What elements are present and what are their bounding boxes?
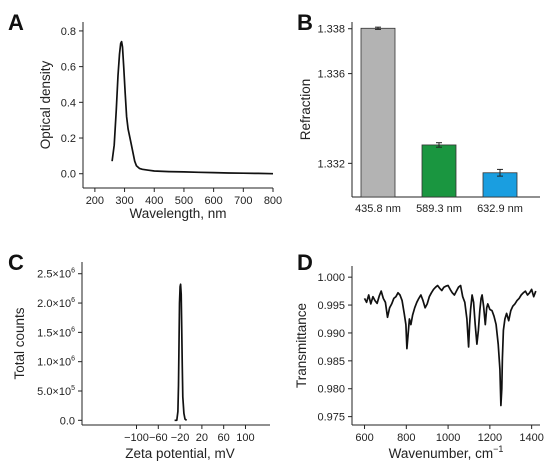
panel-d-x-tick-label: 1200 — [478, 432, 502, 444]
panel-c-x-tick-label: −20 — [171, 432, 190, 444]
panel-d-y-tick-label: 0.995 — [317, 300, 345, 312]
panel-letter-a: A — [8, 10, 24, 35]
panel-d-y-tick-label: 0.975 — [317, 412, 345, 424]
panel-d-y-axis-label: Transmittance — [294, 303, 309, 388]
panel-a-y-tick-label: 0.8 — [61, 26, 76, 38]
panel-d-x-tick-label: 800 — [397, 432, 415, 444]
panel-d-y-tick-label: 0.990 — [317, 328, 345, 340]
panel-a-y-tick-label: 0.0 — [61, 169, 76, 181]
panel-c-y-axis-label: Total counts — [12, 307, 27, 379]
panel-d-x-tick-label: 600 — [355, 432, 373, 444]
panel-d-y-tick-label: 0.985 — [317, 356, 345, 368]
panel-c-y-tick-label: 1.5×106 — [37, 326, 75, 339]
panel-a-y-tick-label: 0.2 — [61, 133, 76, 145]
panel-letter-b: B — [297, 10, 313, 35]
panel-b-category-label: 589.3 nm — [416, 203, 462, 215]
panel-b-y-tick-label: 1.338 — [317, 24, 345, 36]
panel-b-y-tick-label: 1.332 — [317, 158, 345, 170]
panel-letter-c: C — [8, 250, 24, 275]
panel-letter-d: D — [297, 250, 313, 275]
panel-d-y-tick-label: 0.980 — [317, 384, 345, 396]
panel-a-x-tick-label: 600 — [204, 195, 222, 207]
panel-a-spectrum-line — [111, 40, 274, 175]
panel-c-x-tick-label: −60 — [149, 432, 168, 444]
panel-c-y-tick-label: 1.0×106 — [37, 356, 75, 369]
panel-b: 1.332 1.336 1.338 435.8 nm 589.3 nm 632.9 nm R… — [298, 22, 540, 215]
panel-c-x-axis-label: Zeta potential, mV — [125, 446, 235, 461]
panel-b-y-axis-label: Refraction — [298, 79, 313, 141]
panel-a-y-tick-label: 0.6 — [61, 62, 76, 74]
panel-a-x-tick-label: 800 — [264, 195, 282, 207]
panel-c-distribution-line — [174, 283, 188, 422]
panel-a-x-tick-label: 300 — [115, 195, 133, 207]
panel-a-x-tick-label: 400 — [145, 195, 163, 207]
panel-b-category-label: 435.8 nm — [355, 203, 401, 215]
panel-d-x-tick-label: 1000 — [436, 432, 460, 444]
panel-b-y-tick-label: 1.336 — [317, 69, 345, 81]
panel-c: −100 −60 −20 20 60 100 0.0 5.0×105 1.0×106 1.5×10… — [12, 262, 270, 461]
panel-c-y-tick-label: 5.0×105 — [37, 385, 75, 398]
panel-a: 200 300 400 500 600 700 800 0.0 0.2 0.4 0.6 0.8 Wave… — [38, 22, 282, 221]
panel-a-y-tick-label: 0.4 — [61, 97, 76, 109]
panel-c-y-tick-label: 2.5×106 — [37, 268, 75, 281]
panel-d-x-axis-label: Wavenumber, cm−1 — [389, 444, 504, 461]
panel-a-x-tick-label: 500 — [175, 195, 193, 207]
panel-d-transmittance-line — [363, 284, 537, 407]
panel-a-x-axis-label: Wavelength, nm — [129, 206, 226, 221]
panel-a-x-tick-label: 200 — [86, 195, 104, 207]
panel-b-bar-3 — [482, 172, 518, 198]
panel-c-y-tick-label: 2.0×106 — [37, 297, 75, 310]
panel-b-bar-1 — [360, 27, 396, 198]
panel-b-category-label: 632.9 nm — [477, 203, 523, 215]
panel-c-x-tick-label: 20 — [196, 432, 208, 444]
panel-c-x-tick-label: 60 — [218, 432, 230, 444]
panel-b-bar-2 — [421, 144, 457, 198]
panel-c-x-tick-label: 100 — [236, 432, 254, 444]
panel-c-x-tick-label: −100 — [124, 432, 149, 444]
panel-d: 600 800 1000 1200 1400 0.975 0.980 0.985 0.990 0.… — [294, 266, 544, 461]
panel-a-y-axis-label: Optical density — [38, 60, 53, 149]
panel-c-y-tick-label: 0.0 — [60, 415, 75, 427]
panel-a-x-tick-label: 700 — [234, 195, 252, 207]
panel-d-y-tick-label: 1.000 — [317, 272, 345, 284]
panel-d-x-tick-label: 1400 — [519, 432, 543, 444]
